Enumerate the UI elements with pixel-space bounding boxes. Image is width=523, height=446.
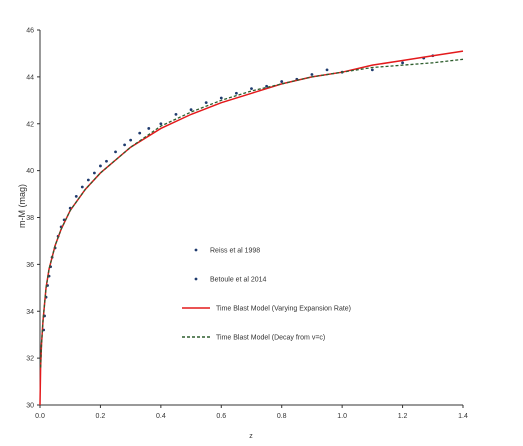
y-axis-label: m-M (mag) — [17, 184, 27, 228]
data-point — [99, 164, 102, 168]
data-point — [234, 91, 238, 95]
x-ticks: 0.0 0.2 0.4 0.6 0.8 1.0 1.2 1.4 — [35, 405, 468, 420]
x-tick-label: 0.4 — [156, 413, 166, 420]
data-point — [189, 108, 193, 112]
legend-label: Reiss et al 1998 — [210, 248, 260, 255]
data-point — [86, 178, 90, 182]
data-point — [280, 80, 284, 83]
y-tick-label: 38 — [26, 215, 34, 222]
y-tick-label: 34 — [26, 309, 34, 316]
data-point — [265, 84, 269, 88]
y-tick-label: 40 — [26, 168, 34, 175]
data-point — [310, 73, 314, 76]
data-point — [174, 112, 178, 116]
y-tick-label: 30 — [26, 403, 34, 410]
y-tick-label: 42 — [26, 121, 34, 128]
legend-label: Time Blast Model (Decay from v=c) — [216, 335, 325, 342]
data-point — [129, 138, 133, 142]
x-tick-label: 1.2 — [398, 413, 408, 420]
y-tick-label: 32 — [26, 356, 34, 363]
scatter-points — [42, 54, 435, 332]
x-tick-label: 0.6 — [216, 413, 226, 420]
data-point — [92, 171, 96, 175]
data-point — [74, 195, 78, 198]
model-lines — [39, 50, 464, 406]
data-point — [204, 101, 208, 105]
legend-label: Time Blast Model (Varying Expansion Rate… — [216, 306, 351, 313]
x-axis-label: z — [249, 433, 253, 440]
x-tick-label: 0.8 — [277, 413, 287, 420]
x-tick-label: 0.2 — [96, 413, 106, 420]
data-point — [80, 185, 84, 189]
data-point — [219, 96, 223, 100]
x-tick-label: 1.4 — [458, 413, 468, 420]
data-point — [147, 127, 151, 130]
data-point — [105, 159, 108, 163]
x-tick-label: 0.0 — [35, 413, 45, 420]
x-tick-label: 1.0 — [337, 413, 347, 420]
data-point — [114, 150, 117, 154]
y-ticks: 30 32 34 36 38 40 42 44 46 — [26, 28, 40, 410]
decay-model-line — [39, 58, 464, 368]
data-point — [123, 143, 126, 147]
legend-label: Betoule et al 2014 — [210, 277, 267, 284]
legend-marker — [194, 277, 198, 281]
legend-marker — [194, 248, 198, 252]
y-tick-label: 46 — [26, 28, 34, 35]
y-tick-label: 36 — [26, 262, 34, 269]
data-point — [159, 122, 163, 126]
varying-expansion-line — [39, 50, 464, 406]
data-point — [250, 87, 253, 90]
data-point — [138, 131, 142, 135]
data-point — [370, 68, 374, 72]
data-point — [325, 68, 329, 72]
y-tick-label: 44 — [26, 74, 34, 81]
legend: Reiss et al 1998 Betoule et al 2014 Time B… — [182, 248, 351, 342]
axes — [39, 30, 463, 406]
data-point — [401, 61, 404, 65]
